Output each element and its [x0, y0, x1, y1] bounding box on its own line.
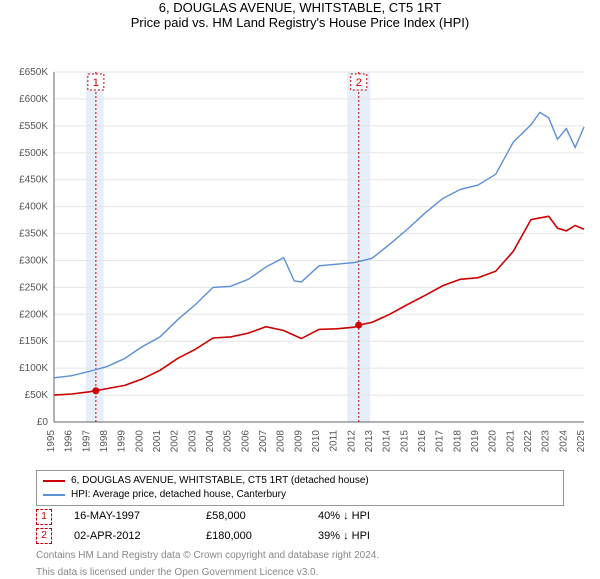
svg-text:1996: 1996 — [64, 430, 75, 453]
svg-text:2010: 2010 — [311, 430, 322, 453]
svg-text:2019: 2019 — [470, 430, 481, 453]
legend-row: HPI: Average price, detached house, Cant… — [43, 488, 557, 502]
page-subtitle: Price paid vs. HM Land Registry's House … — [0, 15, 600, 30]
svg-text:2008: 2008 — [276, 430, 287, 453]
svg-text:£450K: £450K — [19, 175, 48, 186]
svg-text:1999: 1999 — [117, 430, 128, 453]
sale-marker-row: 2 02-APR-2012 £180,000 39% ↓ HPI — [36, 528, 564, 546]
svg-text:2000: 2000 — [134, 430, 145, 453]
marker-vs-2: 39% ↓ HPI — [318, 528, 370, 546]
svg-text:£650K: £650K — [19, 67, 48, 78]
marker-badge-1: 1 — [36, 509, 52, 525]
svg-text:2003: 2003 — [187, 430, 198, 453]
svg-text:£250K: £250K — [19, 282, 48, 293]
svg-text:£550K: £550K — [19, 121, 48, 132]
svg-text:1: 1 — [93, 77, 99, 89]
svg-text:2006: 2006 — [240, 430, 251, 453]
legend-swatch-1 — [43, 494, 65, 496]
page-title: 6, DOUGLAS AVENUE, WHITSTABLE, CT5 1RT — [0, 0, 600, 15]
legend: 6, DOUGLAS AVENUE, WHITSTABLE, CT5 1RT (… — [36, 470, 564, 506]
svg-text:£50K: £50K — [25, 390, 49, 401]
marker-vs-1: 40% ↓ HPI — [318, 508, 370, 526]
svg-text:2009: 2009 — [293, 430, 304, 453]
marker-price-1: £58,000 — [206, 508, 296, 526]
svg-text:£100K: £100K — [19, 363, 48, 374]
credit-line-2: This data is licensed under the Open Gov… — [36, 566, 564, 579]
svg-text:£600K: £600K — [19, 94, 48, 105]
svg-text:2020: 2020 — [488, 430, 499, 453]
svg-text:£150K: £150K — [19, 336, 48, 347]
svg-text:2: 2 — [356, 77, 362, 89]
credit-line-1: Contains HM Land Registry data © Crown c… — [36, 549, 564, 562]
svg-text:1998: 1998 — [99, 430, 110, 453]
svg-text:2025: 2025 — [576, 430, 587, 453]
svg-text:2004: 2004 — [205, 430, 216, 453]
marker-date-2: 02-APR-2012 — [74, 528, 184, 546]
legend-swatch-0 — [43, 480, 65, 482]
svg-text:£200K: £200K — [19, 309, 48, 320]
svg-text:1995: 1995 — [46, 430, 57, 453]
legend-row: 6, DOUGLAS AVENUE, WHITSTABLE, CT5 1RT (… — [43, 474, 557, 488]
marker-price-2: £180,000 — [206, 528, 296, 546]
svg-text:2016: 2016 — [417, 430, 428, 453]
price-chart: £0 £50K £100K £150K £200K £250K £300K £350K £400… — [0, 34, 600, 468]
svg-text:2013: 2013 — [364, 430, 375, 453]
svg-text:2012: 2012 — [346, 430, 357, 453]
legend-label-0: 6, DOUGLAS AVENUE, WHITSTABLE, CT5 1RT (… — [71, 474, 369, 488]
svg-text:2021: 2021 — [505, 430, 516, 453]
marker-date-1: 16-MAY-1997 — [74, 508, 184, 526]
svg-text:2001: 2001 — [152, 430, 163, 453]
svg-text:£300K: £300K — [19, 255, 48, 266]
svg-text:2024: 2024 — [558, 430, 569, 453]
svg-text:1997: 1997 — [81, 430, 92, 453]
svg-text:2023: 2023 — [541, 430, 552, 453]
svg-text:2005: 2005 — [223, 430, 234, 453]
svg-text:£350K: £350K — [19, 229, 48, 240]
sale-marker-row: 1 16-MAY-1997 £58,000 40% ↓ HPI — [36, 508, 564, 526]
svg-text:£400K: £400K — [19, 202, 48, 213]
svg-text:2007: 2007 — [258, 430, 269, 453]
svg-text:2018: 2018 — [452, 430, 463, 453]
svg-text:£0: £0 — [37, 417, 49, 428]
svg-text:2002: 2002 — [170, 430, 181, 453]
svg-text:£500K: £500K — [19, 148, 48, 159]
marker-badge-2: 2 — [36, 528, 52, 544]
legend-label-1: HPI: Average price, detached house, Cant… — [71, 488, 286, 502]
svg-text:2017: 2017 — [435, 430, 446, 453]
svg-text:2014: 2014 — [382, 430, 393, 453]
svg-text:2022: 2022 — [523, 430, 534, 453]
svg-text:2015: 2015 — [399, 430, 410, 453]
svg-text:2011: 2011 — [329, 430, 340, 452]
